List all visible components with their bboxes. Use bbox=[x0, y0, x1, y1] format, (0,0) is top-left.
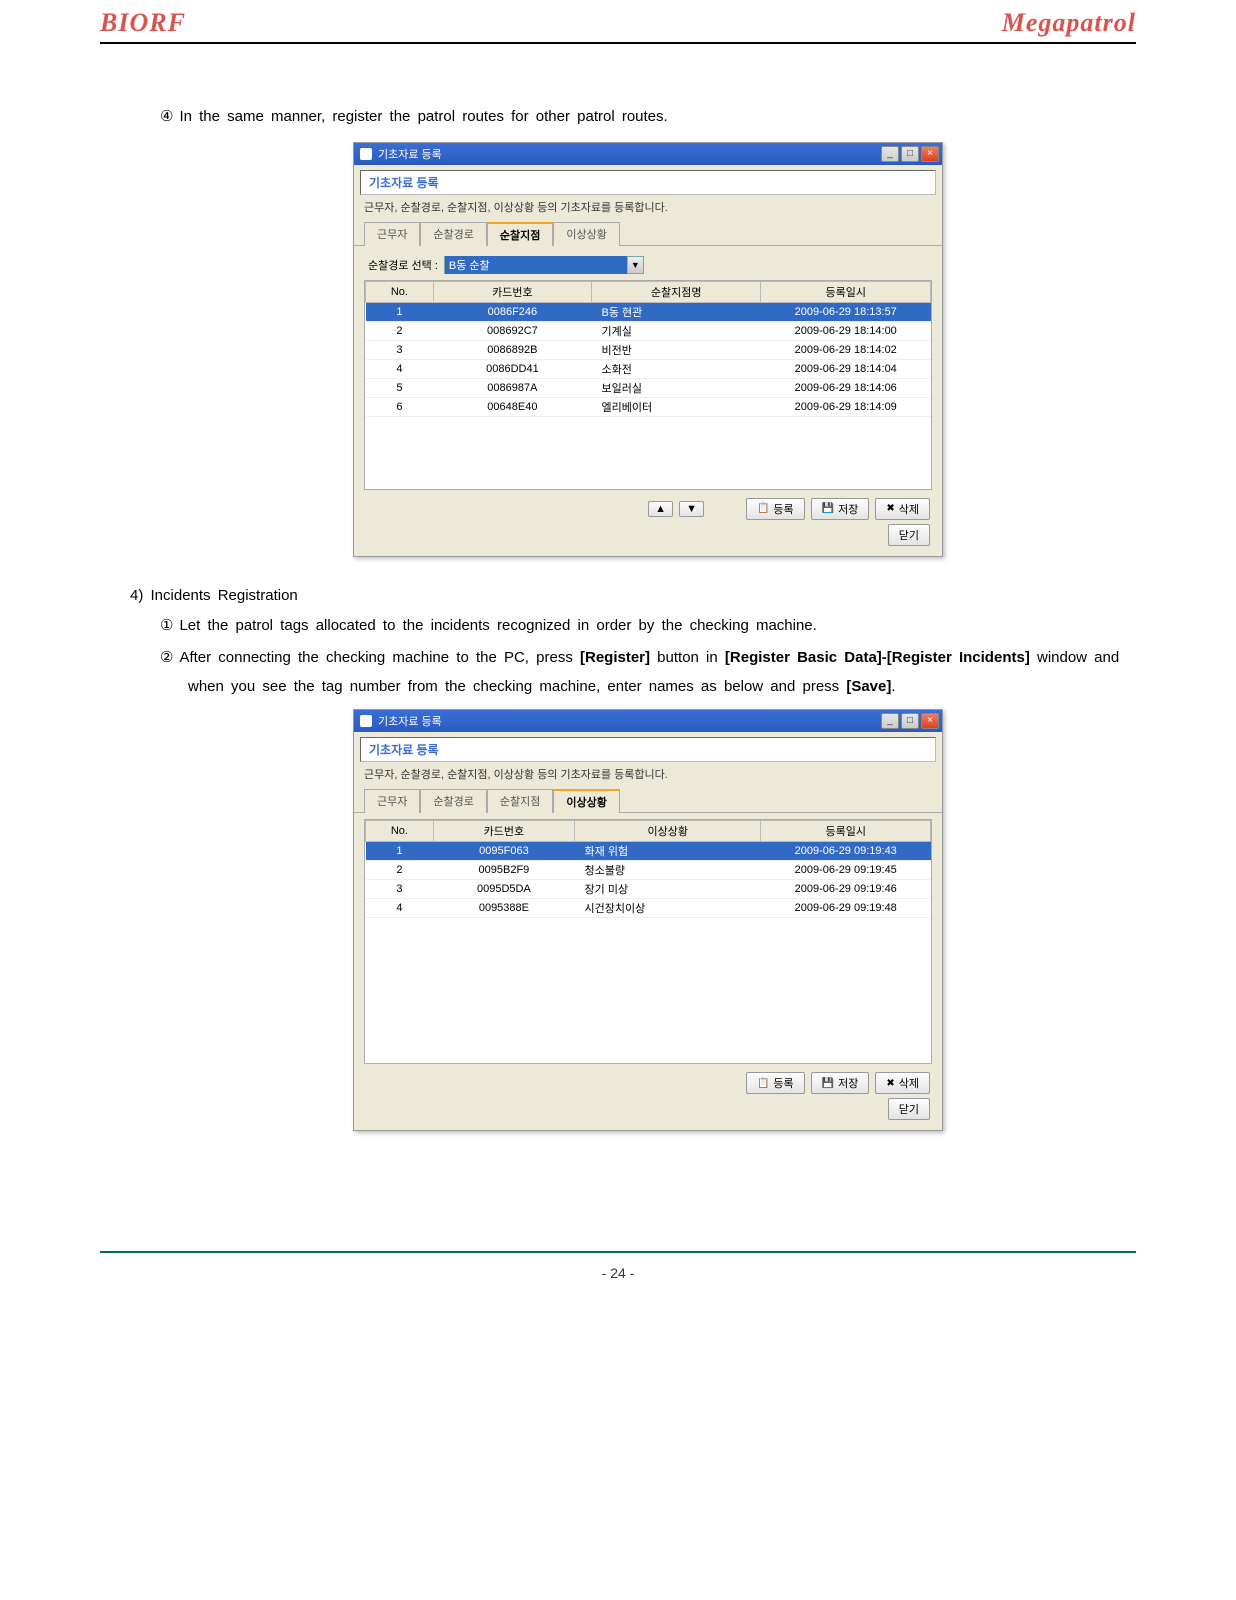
section-4-heading: 4) Incidents Registration bbox=[130, 587, 1136, 604]
delete-icon: ✖ bbox=[886, 1078, 894, 1089]
delete-button[interactable]: ✖삭제 bbox=[875, 1072, 930, 1094]
tab-bar-2: 근무자 순찰경로 순찰지점 이상상황 bbox=[354, 788, 942, 813]
tab-incident[interactable]: 이상상황 bbox=[553, 789, 619, 813]
section-4-item-2: ②After connecting the checking machine t… bbox=[160, 644, 1136, 701]
tab-worker[interactable]: 근무자 bbox=[364, 222, 420, 246]
titlebar-2: 기초자료 등록 _ □ × bbox=[354, 710, 942, 732]
register-button[interactable]: 📋등록 bbox=[746, 498, 805, 520]
delete-button[interactable]: ✖삭제 bbox=[875, 498, 930, 520]
close-panel-button[interactable]: 닫기 bbox=[888, 1098, 930, 1120]
panel-title: 기초자료 등록 bbox=[360, 170, 936, 195]
incidents-table: No.카드번호이상상황등록일시10095F063화재 위험2009-06-29 … bbox=[365, 820, 931, 918]
window-title: 기초자료 등록 bbox=[378, 146, 881, 162]
save-button[interactable]: 💾저장 bbox=[811, 498, 870, 520]
tab-route[interactable]: 순찰경로 bbox=[420, 222, 486, 246]
move-up-button[interactable]: ▲ bbox=[648, 501, 673, 517]
register-icon: 📋 bbox=[757, 503, 769, 514]
patrol-points-table: No.카드번호순찰지점명등록일시10086F246B동 현관2009-06-29… bbox=[365, 281, 931, 417]
table-row[interactable]: 20095B2F9청소불량2009-06-29 09:19:45 bbox=[366, 861, 931, 880]
patrol-points-table-wrap: No.카드번호순찰지점명등록일시10086F246B동 현관2009-06-29… bbox=[364, 280, 932, 490]
close-panel-button[interactable]: 닫기 bbox=[888, 524, 930, 546]
maximize-button[interactable]: □ bbox=[901, 713, 919, 729]
table-row[interactable]: 40095388E시건장치이상2009-06-29 09:19:48 bbox=[366, 899, 931, 918]
tab-route[interactable]: 순찰경로 bbox=[420, 789, 486, 813]
register-button[interactable]: 📋등록 bbox=[746, 1072, 805, 1094]
window-incidents: 기초자료 등록 _ □ × 기초자료 등록 근무자, 순찰경로, 순찰지점, 이… bbox=[353, 709, 943, 1131]
window-patrol-points: 기초자료 등록 _ □ × 기초자료 등록 근무자, 순찰경로, 순찰지점, 이… bbox=[353, 142, 943, 557]
page-number: - 24 - bbox=[100, 1265, 1136, 1281]
table-row[interactable]: 10086F246B동 현관2009-06-29 18:13:57 bbox=[366, 302, 931, 321]
table-row[interactable]: 50086987A보일러실2009-06-29 18:14:06 bbox=[366, 378, 931, 397]
app-icon bbox=[360, 715, 372, 727]
titlebar: 기초자료 등록 _ □ × bbox=[354, 143, 942, 165]
save-icon: 💾 bbox=[822, 1078, 834, 1089]
table-row[interactable]: 2008692C7기계실2009-06-29 18:14:00 bbox=[366, 321, 931, 340]
move-down-button[interactable]: ▼ bbox=[679, 501, 704, 517]
route-select-value: B동 순찰 bbox=[445, 256, 627, 274]
route-select-combo[interactable]: B동 순찰 ▼ bbox=[444, 256, 644, 274]
panel-title-2: 기초자료 등록 bbox=[360, 737, 936, 762]
section-4-item-1: ①Let the patrol tags allocated to the in… bbox=[160, 612, 1136, 641]
panel-description-2: 근무자, 순찰경로, 순찰지점, 이상상황 등의 기초자료를 등록합니다. bbox=[354, 764, 942, 788]
tab-bar: 근무자 순찰경로 순찰지점 이상상황 bbox=[354, 221, 942, 246]
chevron-down-icon: ▼ bbox=[627, 257, 643, 273]
tab-point[interactable]: 순찰지점 bbox=[487, 222, 553, 246]
minimize-button[interactable]: _ bbox=[881, 146, 899, 162]
minimize-button[interactable]: _ bbox=[881, 713, 899, 729]
page-header: BIORF Megapatrol bbox=[100, 0, 1136, 44]
close-button[interactable]: × bbox=[921, 713, 939, 729]
maximize-button[interactable]: □ bbox=[901, 146, 919, 162]
table-row[interactable]: 30095D5DA장기 미상2009-06-29 09:19:46 bbox=[366, 880, 931, 899]
register-icon: 📋 bbox=[757, 1078, 769, 1089]
table-row[interactable]: 40086DD41소화전2009-06-29 18:14:04 bbox=[366, 359, 931, 378]
table-row[interactable]: 10095F063화재 위험2009-06-29 09:19:43 bbox=[366, 842, 931, 861]
tab-worker[interactable]: 근무자 bbox=[364, 789, 420, 813]
route-select-label: 순찰경로 선택 : bbox=[368, 257, 438, 273]
brand-left: BIORF bbox=[100, 8, 186, 38]
tab-point[interactable]: 순찰지점 bbox=[487, 789, 553, 813]
window-title-2: 기초자료 등록 bbox=[378, 713, 881, 729]
delete-icon: ✖ bbox=[886, 503, 894, 514]
save-button[interactable]: 💾저장 bbox=[811, 1072, 870, 1094]
save-icon: 💾 bbox=[822, 503, 834, 514]
app-icon bbox=[360, 148, 372, 160]
close-button[interactable]: × bbox=[921, 146, 939, 162]
incidents-table-wrap: No.카드번호이상상황등록일시10095F063화재 위험2009-06-29 … bbox=[364, 819, 932, 1064]
panel-description: 근무자, 순찰경로, 순찰지점, 이상상황 등의 기초자료를 등록합니다. bbox=[354, 197, 942, 221]
tab-incident[interactable]: 이상상황 bbox=[553, 222, 619, 246]
table-row[interactable]: 30086892B비전반2009-06-29 18:14:02 bbox=[366, 340, 931, 359]
table-row[interactable]: 600648E40엘리베이터2009-06-29 18:14:09 bbox=[366, 397, 931, 416]
step-4-marker: ④ bbox=[160, 108, 173, 125]
brand-right: Megapatrol bbox=[1002, 8, 1136, 38]
footer-divider bbox=[100, 1251, 1136, 1253]
step-4: ④ In the same manner, register the patrol… bbox=[160, 104, 1136, 130]
step-4-text: In the same manner, register the patrol … bbox=[179, 108, 667, 125]
